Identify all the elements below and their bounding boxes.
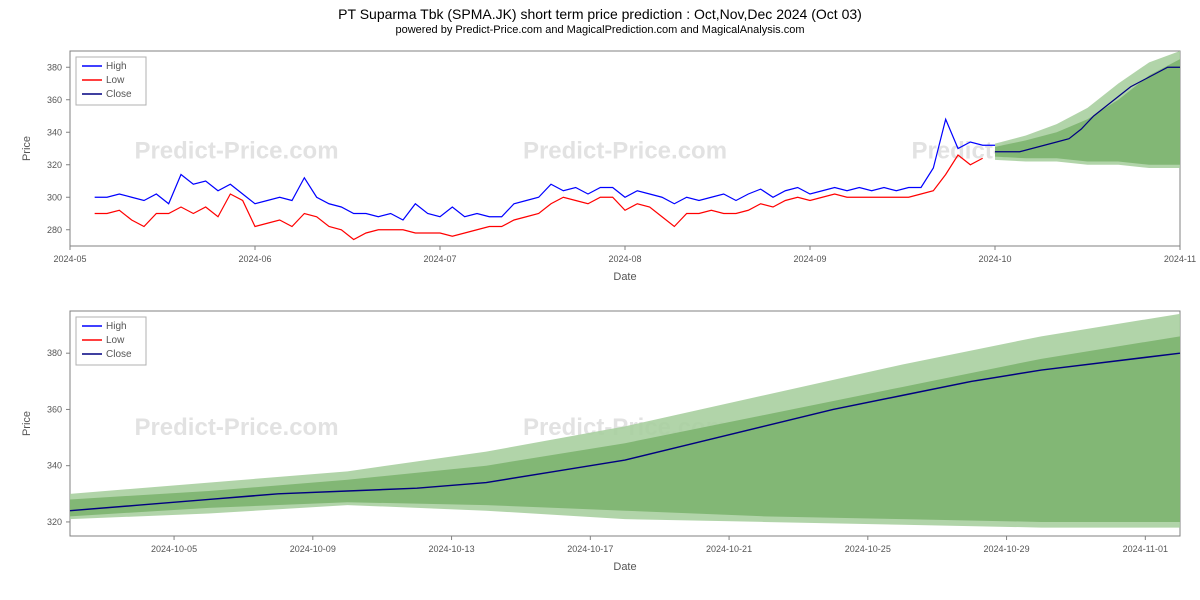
svg-text:380: 380 — [47, 62, 62, 72]
svg-text:Price: Price — [21, 411, 33, 436]
svg-text:2024-10-25: 2024-10-25 — [845, 544, 891, 554]
svg-text:280: 280 — [47, 225, 62, 235]
svg-text:2024-08: 2024-08 — [608, 254, 641, 264]
svg-text:2024-10-13: 2024-10-13 — [429, 544, 475, 554]
svg-text:2024-06: 2024-06 — [238, 254, 271, 264]
chart-bottom: Predict-Price.comPredict-Price.comPredic… — [0, 296, 1200, 586]
svg-text:380: 380 — [47, 348, 62, 358]
svg-text:2024-11: 2024-11 — [1164, 254, 1196, 264]
svg-text:Close: Close — [106, 349, 132, 360]
svg-text:2024-10-29: 2024-10-29 — [984, 544, 1030, 554]
svg-text:320: 320 — [47, 160, 62, 170]
svg-text:Close: Close — [106, 89, 132, 100]
chart-bottom-container: Predict-Price.comPredict-Price.comPredic… — [0, 296, 1200, 586]
svg-text:Price: Price — [21, 136, 33, 161]
svg-text:340: 340 — [47, 127, 62, 137]
chart-top-container: Predict-Price.comPredict-Price.comPredic… — [0, 36, 1200, 296]
svg-text:Predict-Price.com: Predict-Price.com — [134, 414, 338, 441]
chart-subtitle: powered by Predict-Price.com and Magical… — [0, 22, 1200, 36]
svg-text:2024-10-09: 2024-10-09 — [290, 544, 336, 554]
svg-text:Predict-Price.com: Predict-Price.com — [523, 137, 727, 164]
svg-text:Low: Low — [106, 75, 125, 86]
svg-text:320: 320 — [47, 517, 62, 527]
chart-title: PT Suparma Tbk (SPMA.JK) short term pric… — [0, 0, 1200, 22]
svg-text:2024-10: 2024-10 — [978, 254, 1011, 264]
svg-text:340: 340 — [47, 461, 62, 471]
svg-text:360: 360 — [47, 95, 62, 105]
svg-text:High: High — [106, 321, 127, 332]
svg-text:Low: Low — [106, 335, 125, 346]
svg-text:2024-11-01: 2024-11-01 — [1123, 544, 1168, 554]
svg-text:2024-05: 2024-05 — [53, 254, 86, 264]
svg-text:2024-10-21: 2024-10-21 — [706, 544, 752, 554]
svg-text:Date: Date — [613, 271, 636, 283]
svg-text:Predict-Price.com: Predict-Price.com — [134, 137, 338, 164]
svg-text:2024-10-05: 2024-10-05 — [151, 544, 197, 554]
svg-text:300: 300 — [47, 192, 62, 202]
svg-text:2024-09: 2024-09 — [793, 254, 826, 264]
svg-text:360: 360 — [47, 404, 62, 414]
svg-text:2024-07: 2024-07 — [423, 254, 456, 264]
chart-top: Predict-Price.comPredict-Price.comPredic… — [0, 36, 1200, 296]
svg-text:Date: Date — [613, 561, 636, 573]
svg-text:High: High — [106, 61, 127, 72]
svg-text:2024-10-17: 2024-10-17 — [567, 544, 613, 554]
